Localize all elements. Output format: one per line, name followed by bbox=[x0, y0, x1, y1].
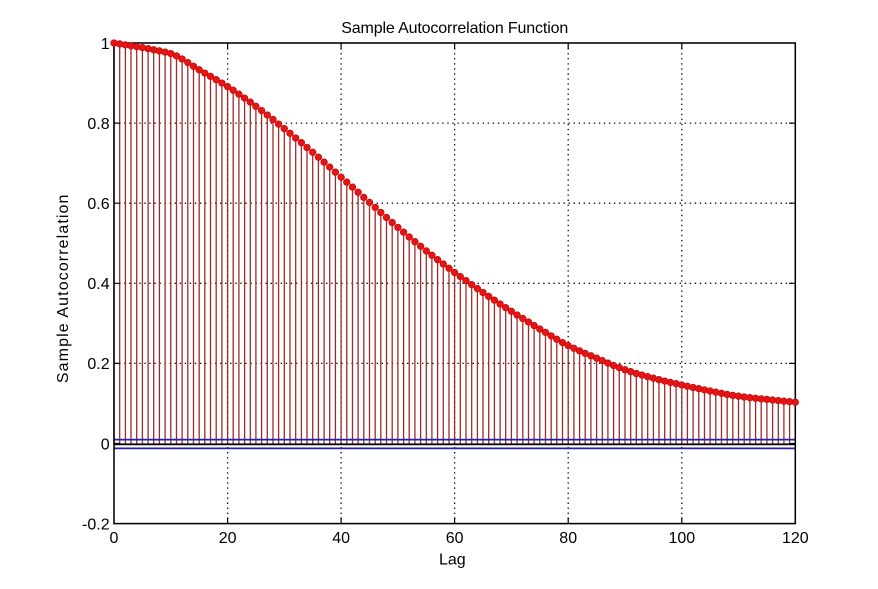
svg-text:0: 0 bbox=[101, 436, 110, 453]
svg-text:0: 0 bbox=[110, 530, 119, 547]
svg-text:1: 1 bbox=[101, 36, 110, 53]
svg-text:0.4: 0.4 bbox=[87, 276, 109, 293]
svg-text:0.6: 0.6 bbox=[87, 196, 109, 213]
svg-text:120: 120 bbox=[782, 530, 809, 547]
svg-text:0.8: 0.8 bbox=[87, 116, 109, 133]
svg-text:Sample Autocorrelation: Sample Autocorrelation bbox=[55, 193, 72, 383]
svg-text:0.2: 0.2 bbox=[87, 356, 109, 373]
svg-text:40: 40 bbox=[332, 530, 350, 547]
svg-text:100: 100 bbox=[668, 530, 695, 547]
svg-text:80: 80 bbox=[559, 530, 577, 547]
svg-text:Lag: Lag bbox=[439, 552, 466, 569]
svg-text:60: 60 bbox=[446, 530, 464, 547]
svg-text:-0.2: -0.2 bbox=[82, 516, 110, 533]
svg-text:20: 20 bbox=[219, 530, 237, 547]
svg-text:Sample Autocorrelation Functio: Sample Autocorrelation Function bbox=[341, 20, 568, 37]
